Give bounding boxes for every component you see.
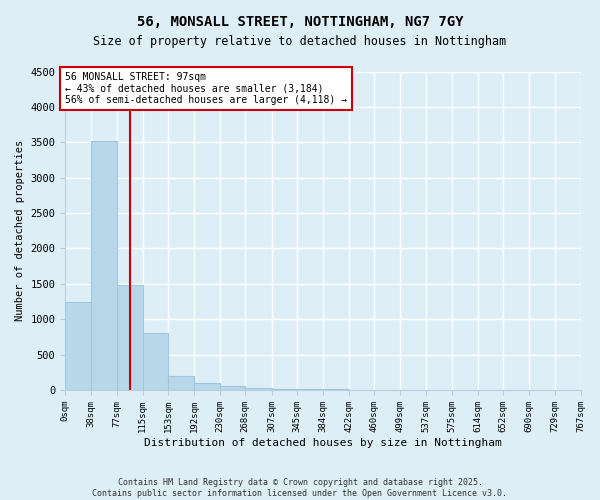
- Bar: [220, 386, 245, 390]
- Bar: [143, 334, 168, 390]
- Bar: [117, 284, 143, 390]
- Bar: [91, 141, 117, 390]
- Y-axis label: Number of detached properties: Number of detached properties: [15, 140, 25, 322]
- Bar: [168, 376, 194, 390]
- Text: Contains HM Land Registry data © Crown copyright and database right 2025.
Contai: Contains HM Land Registry data © Crown c…: [92, 478, 508, 498]
- Bar: [272, 389, 297, 390]
- Text: 56 MONSALL STREET: 97sqm
← 43% of detached houses are smaller (3,184)
56% of sem: 56 MONSALL STREET: 97sqm ← 43% of detach…: [65, 72, 347, 104]
- Bar: [194, 383, 220, 390]
- Bar: [65, 302, 91, 390]
- Text: 56, MONSALL STREET, NOTTINGHAM, NG7 7GY: 56, MONSALL STREET, NOTTINGHAM, NG7 7GY: [137, 15, 463, 29]
- Text: Size of property relative to detached houses in Nottingham: Size of property relative to detached ho…: [94, 35, 506, 48]
- Bar: [245, 388, 272, 390]
- X-axis label: Distribution of detached houses by size in Nottingham: Distribution of detached houses by size …: [144, 438, 502, 448]
